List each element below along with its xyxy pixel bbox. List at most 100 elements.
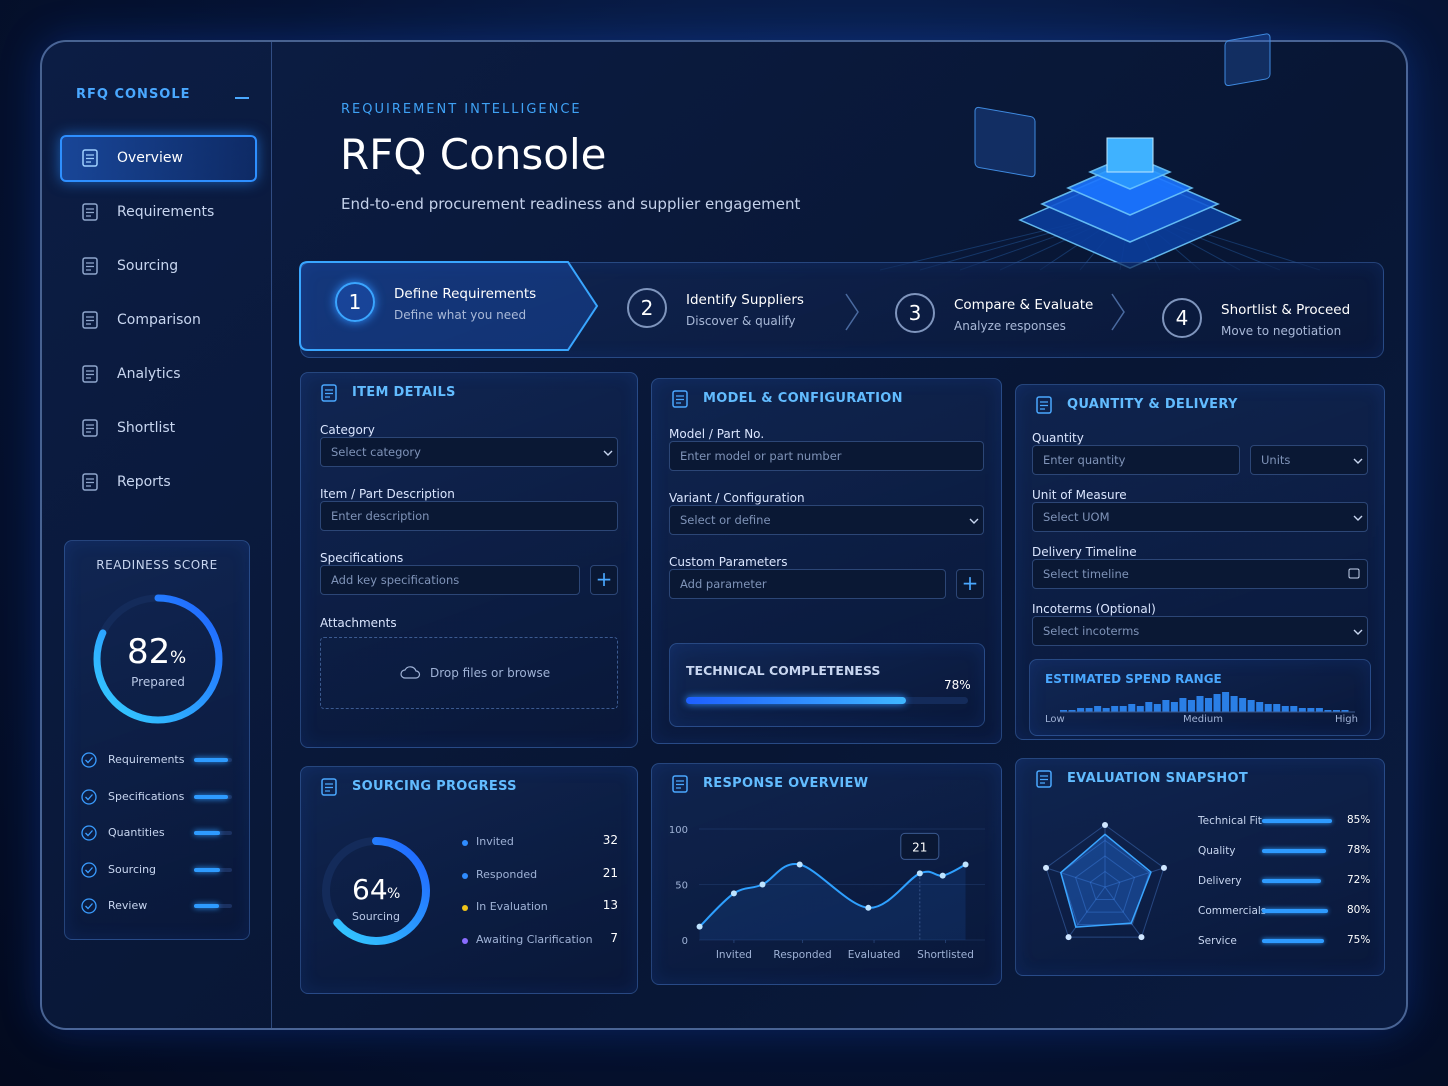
readiness-title: READINESS SCORE <box>96 558 218 572</box>
progress-bar <box>194 867 220 872</box>
check-icon <box>81 788 97 805</box>
spend-title: ESTIMATED SPEND RANGE <box>1045 672 1222 686</box>
spend-bar <box>1179 698 1187 712</box>
card-icon <box>1036 770 1052 788</box>
icon-lines <box>325 389 333 398</box>
field-input[interactable]: Select or define <box>669 505 984 535</box>
field-label: Unit of Measure <box>1032 488 1127 502</box>
unit-select[interactable]: Units <box>1250 445 1368 475</box>
spend-bar <box>1119 706 1127 712</box>
field-label: Quantity <box>1032 431 1084 445</box>
completeness-box <box>669 643 985 727</box>
calendar-icon <box>1348 568 1360 579</box>
step-number: 2 <box>627 288 667 328</box>
spend-bar <box>1162 700 1170 712</box>
spend-bar <box>1315 708 1323 712</box>
step-subtitle: Define what you need <box>394 308 527 322</box>
check-ring <box>81 861 97 878</box>
field-input[interactable]: Enter model or part number <box>669 441 984 471</box>
nav-label: Analytics <box>117 366 181 382</box>
check <box>85 866 93 873</box>
response-point <box>759 881 766 888</box>
metric-bar <box>1262 849 1326 853</box>
nav-label: Reports <box>117 474 171 490</box>
card-title: RESPONSE OVERVIEW <box>703 776 869 791</box>
step-number: 4 <box>1162 298 1202 338</box>
readiness-caption: Prepared <box>131 675 185 689</box>
field-label: Category <box>320 423 375 437</box>
dropdown-chevron <box>969 518 979 524</box>
spend-bar <box>1145 702 1153 712</box>
nav-label: Overview <box>117 150 183 166</box>
y-tick-label: 0 <box>682 936 688 947</box>
response-point <box>916 870 923 877</box>
spend-bar <box>1307 708 1315 712</box>
step-number: 3 <box>895 293 935 333</box>
status-count: 13 <box>602 898 618 912</box>
spend-scale-label: Medium <box>1183 714 1223 725</box>
radar-ring <box>1045 824 1165 938</box>
metric-label: Quality <box>1198 845 1236 857</box>
check <box>85 903 93 910</box>
donut-arc <box>322 837 430 945</box>
collapse-button[interactable] <box>235 97 249 99</box>
radar-vertex <box>1138 934 1145 941</box>
check <box>85 793 93 800</box>
field-input[interactable]: Select timeline <box>1032 559 1368 589</box>
field-input[interactable]: Enter description <box>320 501 618 531</box>
radar-ring <box>1074 855 1136 913</box>
icon-frame <box>82 311 98 329</box>
field-input[interactable]: Select incoterms <box>1032 616 1368 646</box>
add-button[interactable]: + <box>956 569 984 599</box>
readiness-label: Quantities <box>108 826 165 839</box>
cube <box>1106 137 1154 173</box>
annotation-box <box>900 832 940 860</box>
sourcing-unit: % <box>387 886 401 902</box>
nav-icon <box>82 419 98 437</box>
icon-lines <box>325 783 333 792</box>
chevron <box>1111 293 1125 331</box>
dropzone[interactable] <box>320 637 618 709</box>
spend-bar <box>1111 706 1119 712</box>
spend-bar <box>1085 708 1093 712</box>
progress-bar <box>194 904 219 908</box>
add-button[interactable]: + <box>590 565 618 595</box>
readiness-label: Sourcing <box>108 862 157 876</box>
response-line <box>698 863 967 928</box>
icon-lines <box>86 424 94 433</box>
nav-label: Comparison <box>117 312 201 328</box>
metric-label: Commercials <box>1198 905 1267 917</box>
spend-bar <box>1273 704 1281 712</box>
radar-area <box>1059 833 1152 928</box>
radar-ring <box>1089 870 1121 901</box>
field-input[interactable]: Add key specifications <box>320 565 580 595</box>
radar-axis <box>1104 867 1165 888</box>
page-subtitle: End-to-end procurement readiness and sup… <box>341 195 801 213</box>
field-input[interactable]: Select category <box>320 437 618 467</box>
status-label: Responded <box>476 867 538 881</box>
field-input[interactable]: Select UOM <box>1032 502 1368 532</box>
step-subtitle: Move to negotiation <box>1221 324 1342 338</box>
nav-label: Shortlist <box>117 420 176 436</box>
spend-bar <box>1205 698 1213 712</box>
float-card <box>1224 33 1271 87</box>
card-title: MODEL & CONFIGURATION <box>703 391 903 406</box>
nav-icon <box>82 257 98 275</box>
spend-bar <box>1341 710 1349 712</box>
icon-lines <box>86 478 94 487</box>
spend-bar <box>1332 710 1340 712</box>
readiness-label: Specifications <box>108 789 185 803</box>
spend-bar <box>1239 698 1247 712</box>
icon-frame <box>672 390 688 408</box>
status-count: 32 <box>602 833 618 847</box>
progress-bar <box>194 794 229 799</box>
readiness-label: Requirements <box>108 753 185 766</box>
chevron <box>1353 458 1363 464</box>
dropdown-chevron <box>1353 629 1363 635</box>
chevron <box>1353 629 1363 635</box>
field-input[interactable]: Enter quantity <box>1032 445 1240 475</box>
field-input[interactable]: Add parameter <box>669 569 946 599</box>
dropdown-chevron <box>1353 515 1363 521</box>
item-details-card <box>300 372 638 748</box>
